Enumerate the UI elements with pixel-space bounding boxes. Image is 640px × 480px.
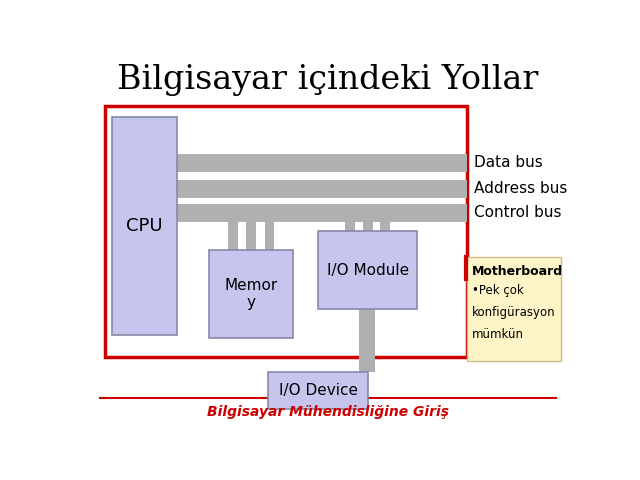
Bar	[346, 222, 355, 231]
Text: Motherboard: Motherboard	[472, 265, 563, 278]
Bar	[228, 222, 237, 250]
Bar	[363, 222, 372, 231]
Bar	[264, 222, 275, 250]
Bar	[105, 106, 467, 357]
Text: Address bus: Address bus	[474, 181, 568, 196]
Bar	[380, 222, 390, 231]
Text: I/O Module: I/O Module	[326, 263, 409, 277]
Bar	[359, 309, 374, 372]
Text: Bilgisayar Mühendisliğine Giriş: Bilgisayar Mühendisliğine Giriş	[207, 406, 449, 420]
Text: •Pek çok: •Pek çok	[472, 284, 524, 297]
Text: Control bus: Control bus	[474, 205, 562, 220]
Bar	[177, 180, 189, 198]
Text: Memor
y: Memor y	[225, 278, 278, 311]
Bar	[189, 204, 467, 222]
Bar	[467, 257, 561, 360]
Bar	[177, 154, 189, 172]
Bar	[112, 117, 177, 335]
Bar	[189, 180, 467, 198]
Text: Data bus: Data bus	[474, 156, 543, 170]
Text: CPU: CPU	[126, 217, 163, 235]
Bar	[269, 372, 368, 408]
Text: Bilgisayar içindeki Yollar: Bilgisayar içindeki Yollar	[117, 64, 539, 96]
Bar	[318, 231, 417, 309]
Text: mümkün: mümkün	[472, 328, 524, 341]
Bar	[189, 154, 467, 172]
Bar	[209, 250, 293, 338]
Text: konfigürasyon: konfigürasyon	[472, 306, 556, 319]
Bar	[177, 204, 189, 222]
Bar	[246, 222, 256, 250]
Text: I/O Device: I/O Device	[278, 383, 358, 398]
